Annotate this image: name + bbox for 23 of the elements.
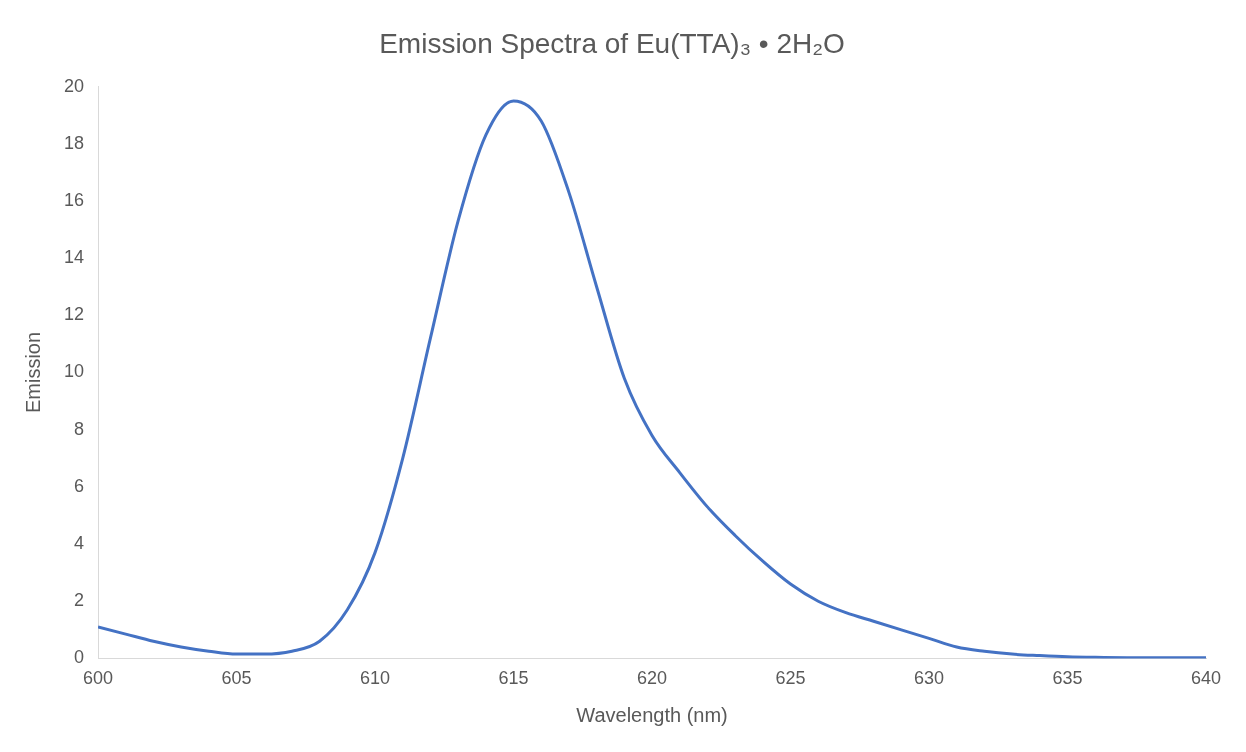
x-tick-label: 615 xyxy=(498,668,529,689)
y-tick-label: 12 xyxy=(63,304,85,325)
y-tick-label: 16 xyxy=(63,189,85,210)
x-axis-title: Wavelength (nm) xyxy=(576,703,728,726)
x-tick-label: 630 xyxy=(913,668,945,689)
y-tick-label: 2 xyxy=(74,590,85,611)
y-tick-label: 10 xyxy=(63,361,85,382)
x-tick-label: 610 xyxy=(359,668,391,689)
x-tick-label: 620 xyxy=(636,668,668,689)
y-tick-label: 18 xyxy=(63,132,85,153)
y-axis-title: Emission xyxy=(21,331,44,414)
y-tick-label: 0 xyxy=(74,647,85,668)
x-tick-label: 605 xyxy=(221,668,252,689)
y-tick-label: 8 xyxy=(74,418,85,439)
y-tick-label: 20 xyxy=(63,75,85,96)
y-tick-label: 6 xyxy=(74,475,85,496)
y-tick-label: 14 xyxy=(63,247,85,268)
x-tick-label: 635 xyxy=(1052,668,1083,689)
y-tick-label: 4 xyxy=(74,533,85,554)
x-tick-label: 625 xyxy=(775,668,806,689)
chart-title: Emission Spectra of Eu(TTA)₃ • 2H₂O xyxy=(379,27,845,59)
x-tick-label: 600 xyxy=(83,668,114,689)
x-tick-label: 640 xyxy=(1190,668,1222,689)
